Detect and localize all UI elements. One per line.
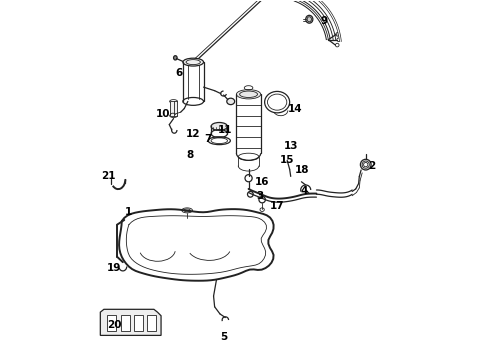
Text: 7: 7 xyxy=(204,134,211,144)
Ellipse shape xyxy=(360,159,371,170)
Text: 8: 8 xyxy=(186,150,193,160)
Text: 15: 15 xyxy=(280,155,294,165)
Text: 9: 9 xyxy=(320,16,327,26)
Text: 18: 18 xyxy=(295,165,309,175)
Text: 10: 10 xyxy=(156,109,170,119)
Ellipse shape xyxy=(183,58,203,66)
Ellipse shape xyxy=(211,122,227,130)
Text: 5: 5 xyxy=(220,332,227,342)
Text: 11: 11 xyxy=(218,125,233,135)
Text: 12: 12 xyxy=(186,129,200,139)
Text: 4: 4 xyxy=(300,186,308,197)
Ellipse shape xyxy=(227,98,235,105)
Bar xyxy=(147,315,156,331)
Ellipse shape xyxy=(362,161,369,168)
Bar xyxy=(121,315,130,331)
Text: 6: 6 xyxy=(175,68,183,78)
Text: 16: 16 xyxy=(255,177,270,187)
Text: 2: 2 xyxy=(368,161,375,171)
Text: 13: 13 xyxy=(284,141,299,151)
Text: 17: 17 xyxy=(270,201,285,211)
Bar xyxy=(134,315,143,331)
Text: 14: 14 xyxy=(288,104,302,113)
Ellipse shape xyxy=(306,15,313,23)
Text: 3: 3 xyxy=(257,191,264,201)
Text: 20: 20 xyxy=(107,320,122,330)
Ellipse shape xyxy=(173,56,177,60)
Bar xyxy=(170,102,177,116)
Ellipse shape xyxy=(237,90,261,99)
Text: 19: 19 xyxy=(107,262,121,273)
Text: 21: 21 xyxy=(101,171,116,181)
Polygon shape xyxy=(100,309,161,336)
Text: 1: 1 xyxy=(125,207,132,217)
Ellipse shape xyxy=(336,33,340,36)
Bar xyxy=(107,315,117,331)
